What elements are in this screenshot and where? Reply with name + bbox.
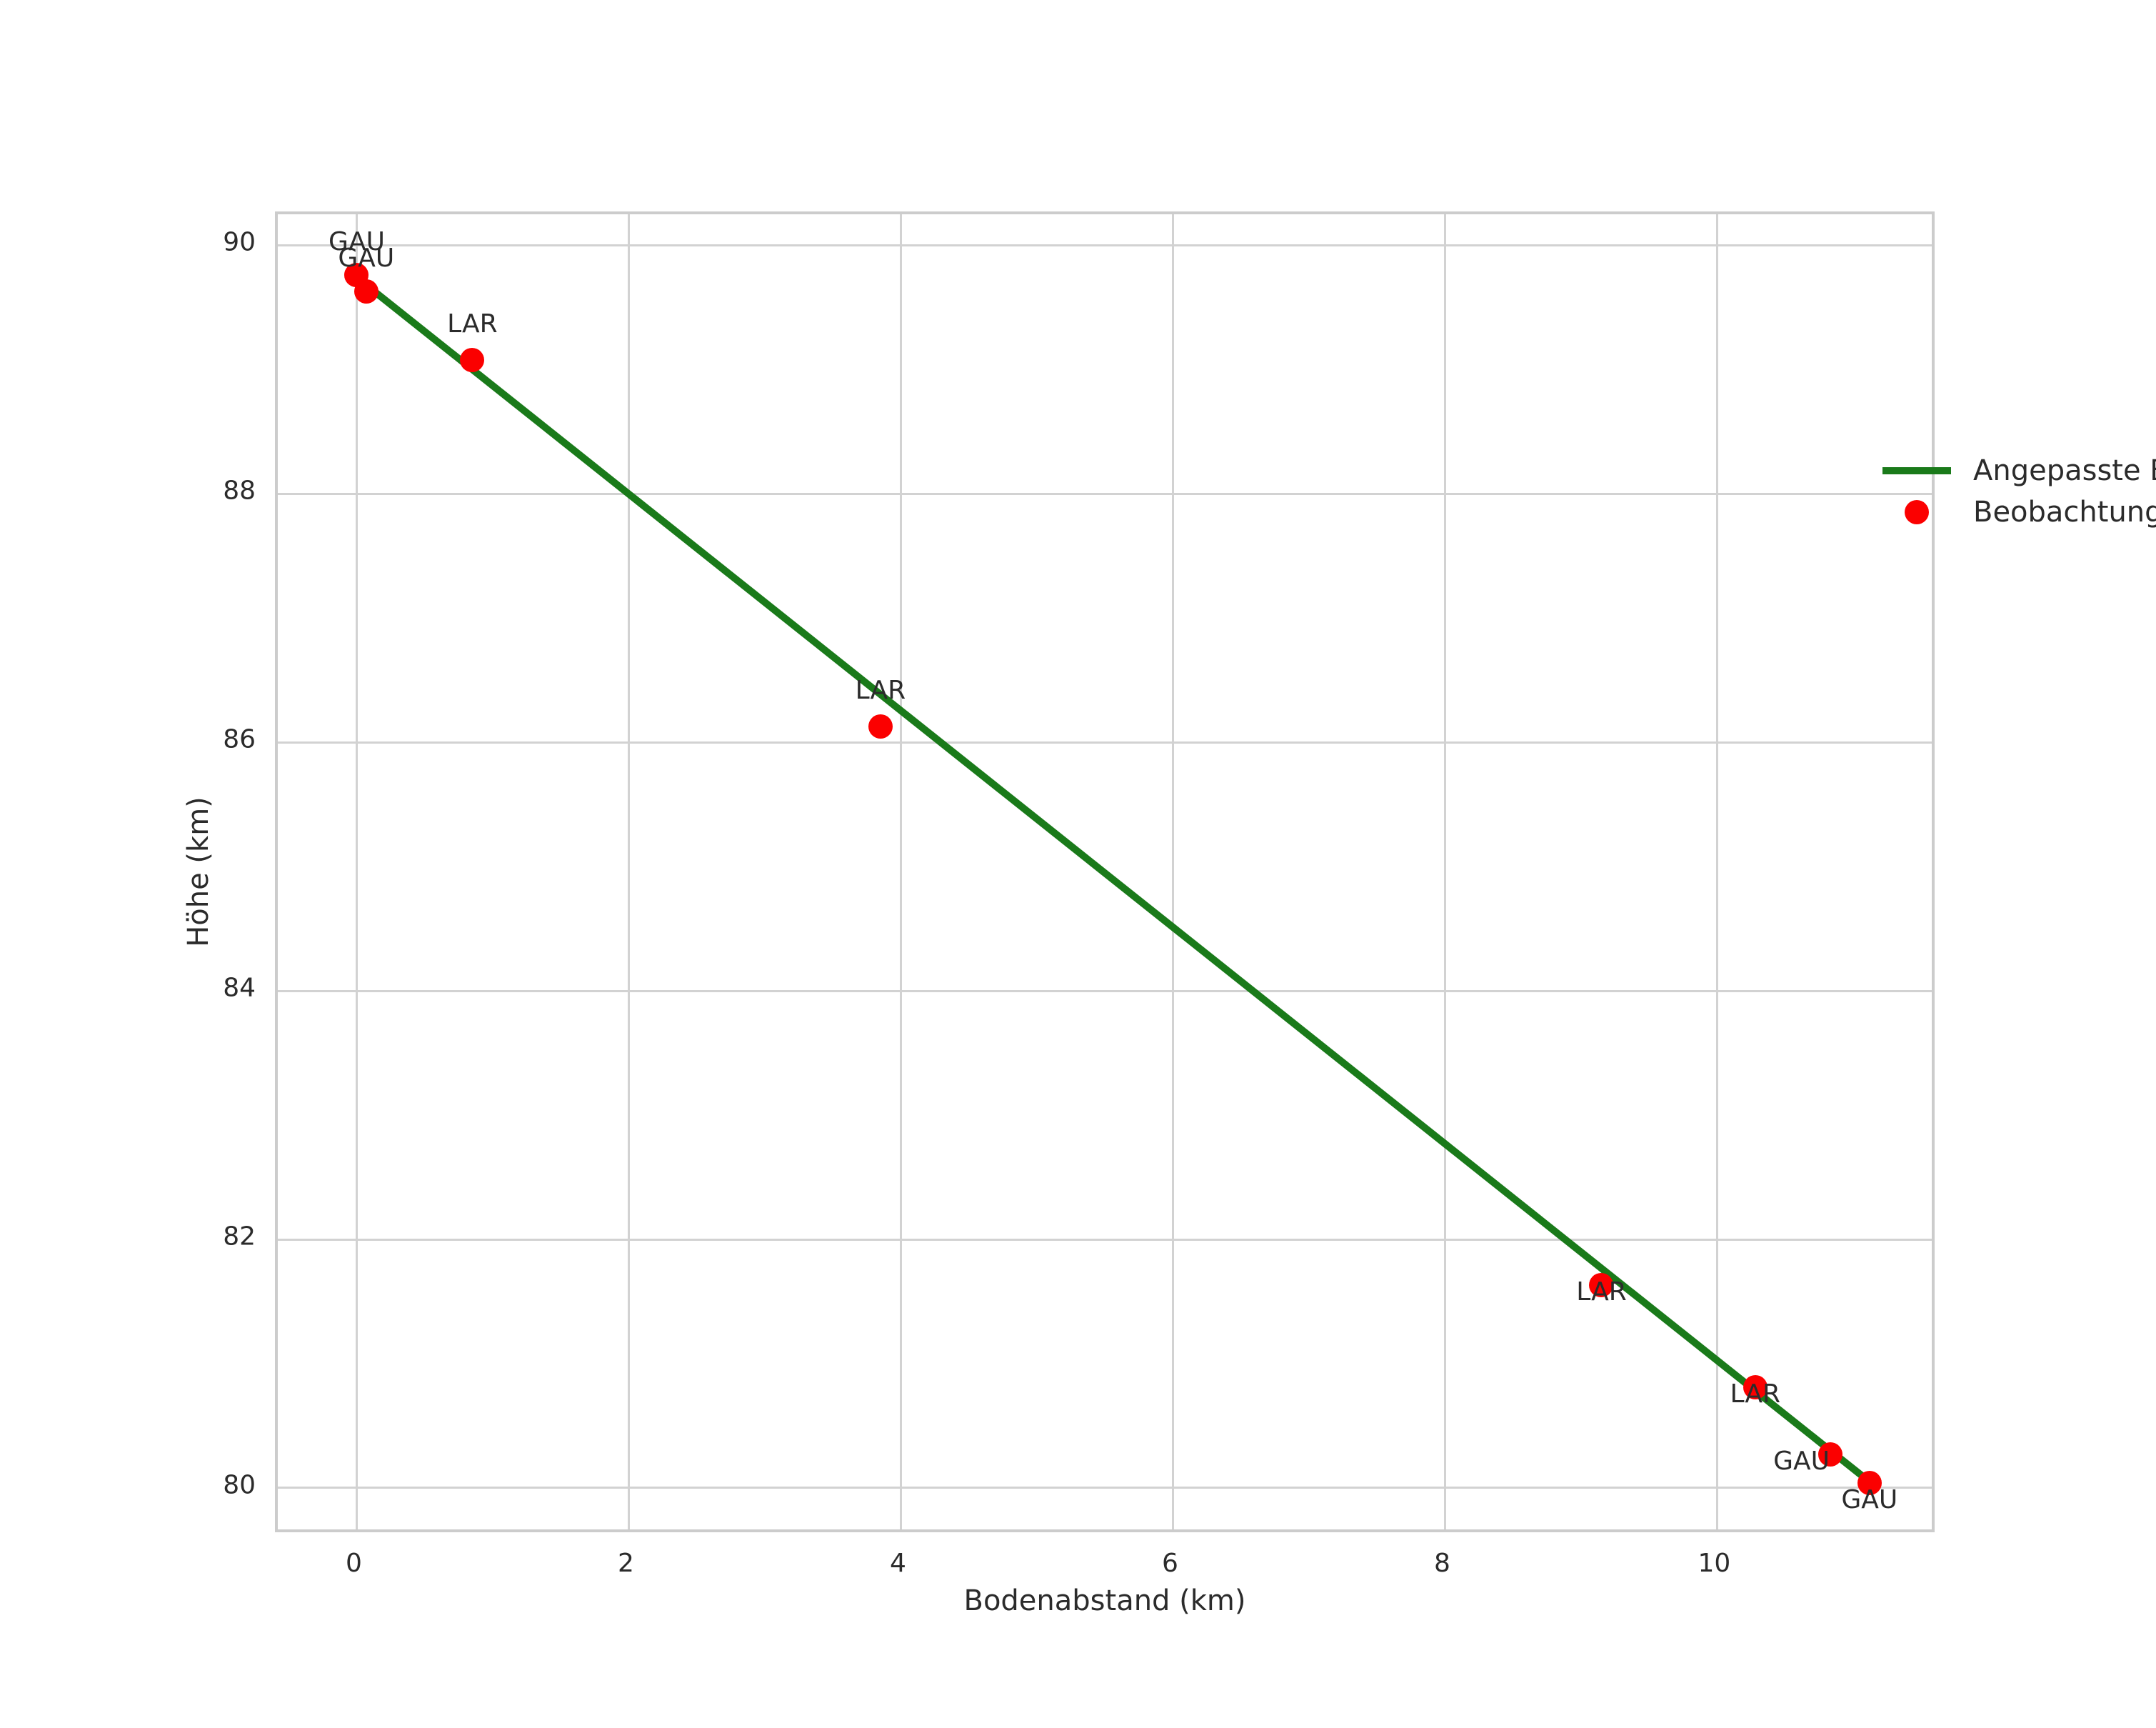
gridline-vertical xyxy=(355,214,358,1529)
observation-point[interactable] xyxy=(868,714,893,739)
observation-point[interactable] xyxy=(1589,1273,1614,1298)
gridline-vertical xyxy=(1715,214,1718,1529)
x-tick-label: 8 xyxy=(1433,1549,1450,1578)
gridline-horizontal xyxy=(278,989,1932,992)
y-tick-label: 84 xyxy=(223,973,256,1003)
x-tick-label: 2 xyxy=(618,1549,634,1578)
gridline-horizontal xyxy=(278,492,1932,495)
y-axis-title: Höhe (km) xyxy=(182,796,215,947)
gridline-vertical xyxy=(1443,214,1446,1529)
observation-point-label: GAU xyxy=(329,227,385,257)
legend-marker-swatch-icon xyxy=(1905,500,1929,524)
legend-key-line xyxy=(1872,467,1962,474)
legend: Angepasste Bahn Beobachtungen xyxy=(1872,450,2156,533)
observation-point-label: GAU xyxy=(1773,1446,1830,1476)
legend-item[interactable]: Beobachtungen xyxy=(1872,491,2156,533)
observation-point-label: LAR xyxy=(1730,1379,1780,1409)
observation-point[interactable] xyxy=(460,347,485,372)
legend-key-marker xyxy=(1872,500,1962,524)
observation-point-label: LAR xyxy=(447,309,498,339)
fitted-track-line xyxy=(362,281,1872,1485)
fitted-track-polyline xyxy=(362,281,1872,1485)
y-tick-label: 88 xyxy=(223,476,256,506)
x-tick-label: 6 xyxy=(1161,1549,1178,1578)
observation-point-label: GAU xyxy=(338,243,395,273)
gridline-vertical xyxy=(627,214,630,1529)
x-tick-label: 10 xyxy=(1698,1549,1731,1578)
observation-point-label: LAR xyxy=(1576,1277,1627,1307)
gridline-vertical xyxy=(1171,214,1174,1529)
gridline-horizontal xyxy=(278,1487,1932,1489)
observation-point-label: GAU xyxy=(1841,1484,1898,1514)
x-tick-label: 0 xyxy=(346,1549,362,1578)
gridline-horizontal xyxy=(278,244,1932,246)
y-axis-tick-labels: 80 82 84 86 88 90 xyxy=(0,211,256,1532)
legend-line-swatch-icon xyxy=(1882,467,1951,474)
observation-point[interactable] xyxy=(1817,1442,1842,1467)
gridline-horizontal xyxy=(278,741,1932,744)
x-tick-label: 4 xyxy=(889,1549,906,1578)
y-tick-label: 80 xyxy=(223,1470,256,1500)
legend-item-label: Beobachtungen xyxy=(1973,496,2156,529)
observation-point-label: LAR xyxy=(855,675,906,705)
x-axis-tick-labels: 0 2 4 6 8 10 xyxy=(275,1549,1935,1592)
y-tick-label: 86 xyxy=(223,724,256,754)
legend-item-label: Angepasste Bahn xyxy=(1973,454,2156,487)
y-tick-label: 82 xyxy=(223,1222,256,1252)
observation-point[interactable] xyxy=(1743,1375,1768,1399)
legend-item[interactable]: Angepasste Bahn xyxy=(1872,450,2156,491)
gridline-vertical xyxy=(899,214,902,1529)
y-tick-label: 90 xyxy=(223,227,256,257)
x-axis-title: Bodenabstand (km) xyxy=(963,1584,1246,1617)
gridline-horizontal xyxy=(278,1238,1932,1241)
observation-point[interactable] xyxy=(354,279,378,304)
observation-point[interactable] xyxy=(1857,1470,1882,1495)
observation-points: GAU GAU LAR LAR LAR LAR GAU GAU xyxy=(278,214,1932,1529)
